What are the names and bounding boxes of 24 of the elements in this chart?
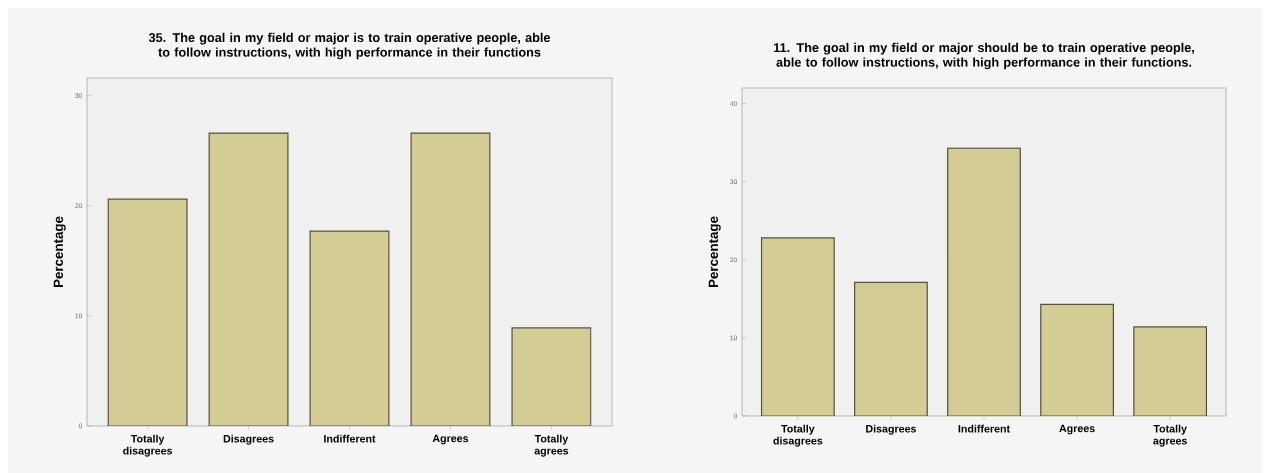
x-tick-label: Indifferent [324,434,376,443]
y-axis-title: Percentage [708,216,721,288]
bar [1040,304,1114,416]
x-tick-label: Agrees [432,434,469,445]
bar [1133,326,1208,416]
x-tick-label: Disagrees [866,424,916,435]
bar [411,133,490,426]
x-tick-label: Totally disagrees [773,424,823,447]
x-tick-label: Indifferent [958,424,1010,433]
x-tick-label: Totally agrees [534,434,569,457]
chart-title: 35. The goal in my field or major is to train operative people, able to follow instructions, with high performance in their functions [148,32,551,60]
x-tick-label: Agrees [1059,424,1095,435]
x-tick-label: Totally agrees [1153,424,1187,447]
bar [947,148,1021,416]
x-tick-label: Disagrees [223,434,274,445]
bar [108,199,187,426]
bar [854,282,928,416]
bar [511,327,592,426]
bar [310,231,389,426]
bar [761,237,835,416]
x-tick-label: Totally disagrees [123,434,173,457]
chart-title: 11. The goal in my field or major should be to train operative people, able to follow instructions, with high performance in their functions. [774,42,1194,70]
y-axis-title: Percentage [53,216,66,288]
bar [209,133,288,426]
